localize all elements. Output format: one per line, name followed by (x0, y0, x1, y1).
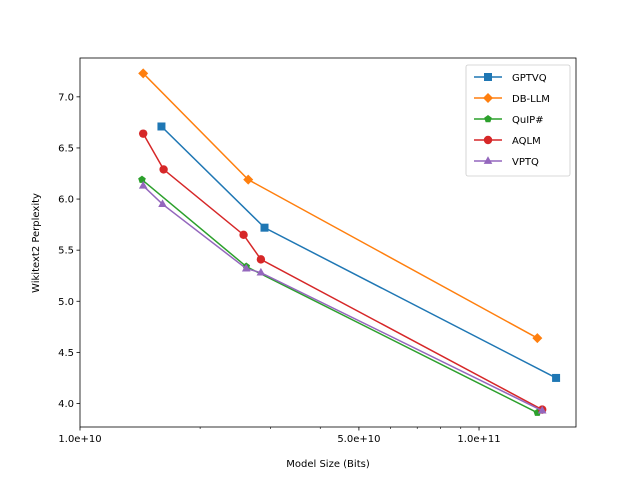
legend-label-aqlm: AQLM (512, 136, 541, 147)
legend-marker-aqlm (483, 135, 493, 145)
legend-label-quip: QuIP# (512, 115, 544, 126)
data-point-aqlm (239, 230, 248, 240)
data-point-vptq (138, 180, 148, 189)
y-tick-label: 6.5 (58, 143, 74, 154)
data-point-aqlm (159, 165, 168, 174)
plot-frame (79, 57, 577, 428)
data-point-gptvq (552, 373, 561, 382)
data-point-aqlm (256, 255, 266, 264)
legend-label-gptvq: GPTVQ (512, 73, 547, 84)
legend-marker-db-llm (483, 93, 493, 103)
legend-marker-quip (484, 115, 492, 123)
y-tick-label: 5.0 (58, 297, 74, 308)
data-point-db-llm (243, 174, 254, 185)
data-point-vptq (158, 199, 167, 208)
legend-box (465, 64, 571, 177)
y-tick-label: 4.0 (58, 399, 74, 410)
legend-label-db-llm: DB-LLM (512, 94, 550, 105)
legend-marker-vptq (483, 156, 493, 164)
x-tick-label: 1.0e+10 (58, 434, 101, 445)
series-db-llm (138, 68, 543, 344)
axes-layer: 1.0e+10 5.0e+10 1.0e+11 4.0 4.5 5.0 5.5 6.0 6.5 7… (58, 57, 577, 445)
y-axis-label: Wikitext2 Perplexity (31, 193, 42, 293)
data-point-vptq (537, 405, 547, 414)
x-tick-label: 5.0e+10 (337, 434, 380, 445)
x-tick-label: 1.0e+11 (457, 434, 500, 445)
data-point-db-llm (532, 333, 543, 344)
legend-label-vptq: VPTQ (512, 157, 539, 168)
legend: GPTVQ DB-LLM QuIP# AQLM VPTQ (465, 64, 571, 177)
series-line-quip (141, 179, 538, 414)
y-tick-label: 5.5 (58, 246, 74, 257)
y-tick-label: 4.5 (58, 348, 74, 359)
series-layer (138, 68, 561, 416)
data-point-vptq (241, 263, 251, 272)
y-tick-label: 7.0 (58, 92, 74, 103)
y-tick-label: 6.0 (58, 195, 74, 206)
data-point-aqlm (138, 129, 148, 138)
data-point-gptvq (157, 122, 166, 131)
data-point-gptvq (260, 223, 269, 232)
legend-marker-gptvq (484, 73, 492, 81)
data-point-db-llm (138, 68, 149, 79)
data-point-vptq (256, 267, 266, 276)
series-gptvq (157, 122, 561, 382)
x-axis-label: Model Size (Bits) (286, 459, 370, 470)
series-vptq (138, 180, 547, 414)
data-point-quip (138, 175, 146, 183)
